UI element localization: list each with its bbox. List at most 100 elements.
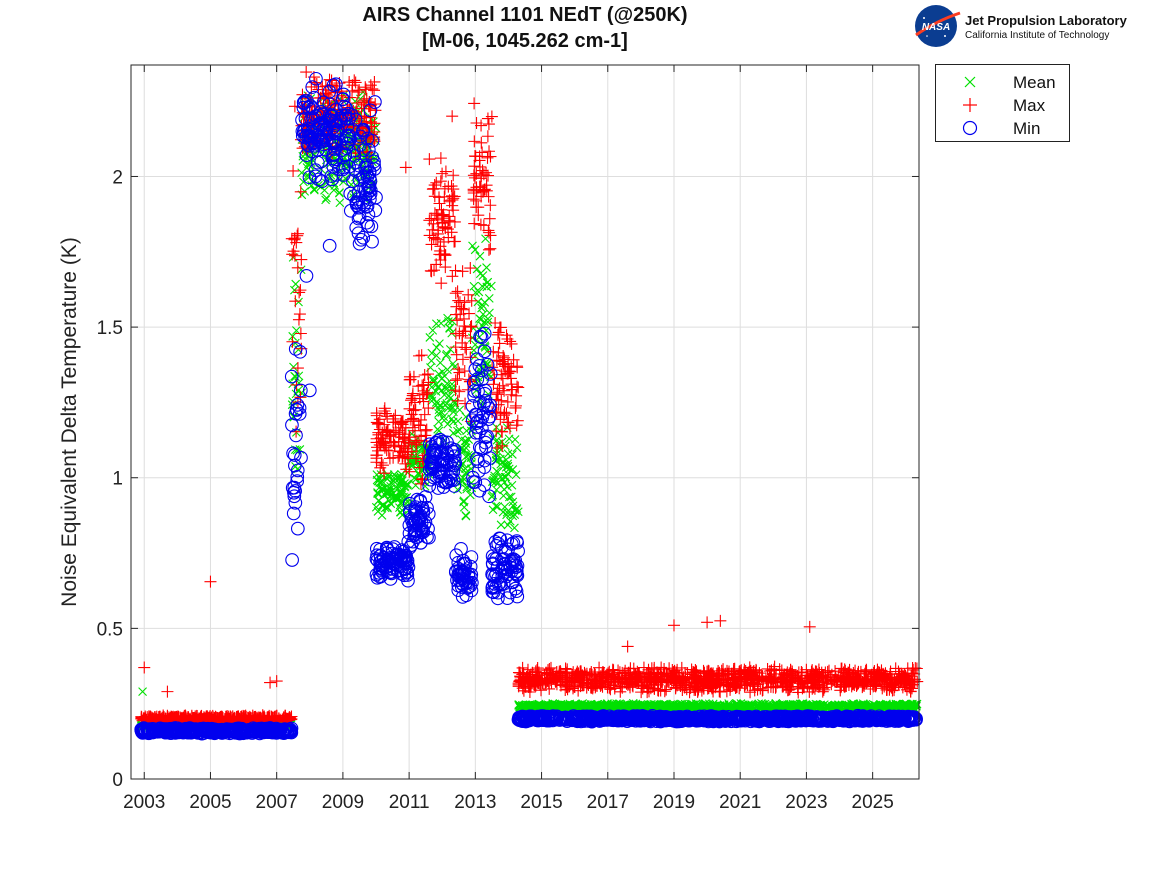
data-point [349, 76, 362, 89]
data-point [449, 264, 462, 277]
data-point [503, 449, 513, 459]
data-point [483, 145, 496, 158]
data-point [387, 416, 400, 429]
data-point [335, 198, 345, 208]
data-point [294, 284, 307, 297]
data-point [503, 422, 516, 435]
data-point [287, 164, 300, 177]
data-point [383, 485, 393, 495]
data-point [376, 478, 386, 487]
data-point [475, 136, 488, 149]
data-point [446, 270, 459, 283]
data-point [296, 265, 306, 275]
outlier-point [714, 614, 727, 627]
data-point [465, 294, 478, 307]
data-point [513, 507, 523, 517]
data-point [322, 193, 331, 203]
outlier-point [621, 640, 634, 653]
data-point [435, 277, 448, 290]
data-point [481, 130, 494, 143]
data-point [510, 435, 520, 444]
data-point [370, 407, 383, 420]
data-point [483, 226, 496, 239]
data-point [449, 362, 459, 372]
data-point [293, 308, 306, 321]
data-point [415, 349, 428, 362]
outlier-point [701, 616, 714, 629]
data-point [511, 380, 524, 393]
outlier-point [270, 675, 283, 688]
data-point [455, 405, 465, 415]
data-point [512, 381, 525, 394]
data-point [359, 81, 372, 94]
data-point [501, 416, 514, 429]
data-point [294, 371, 304, 381]
data-point [286, 248, 299, 261]
outlier-point [803, 620, 816, 633]
data-point [452, 294, 465, 307]
data-point [383, 472, 393, 482]
data-point [289, 362, 298, 372]
data-point [368, 75, 381, 88]
data-point [481, 151, 494, 164]
data-point [439, 261, 452, 274]
data-point [459, 497, 468, 507]
data-point [395, 479, 405, 488]
data-point [500, 407, 513, 420]
data-point [423, 153, 436, 166]
data-point [335, 188, 344, 197]
data-point [291, 372, 300, 382]
data-point [373, 489, 382, 498]
data-point [348, 74, 361, 87]
data-point [386, 490, 396, 500]
outlier-point [138, 661, 151, 674]
data-point [512, 443, 522, 453]
chart-data-points [134, 66, 924, 741]
data-point [297, 168, 307, 178]
data-point [372, 475, 382, 485]
data-point [386, 481, 395, 491]
data-point [478, 271, 488, 280]
data-point [353, 84, 366, 97]
data-point [294, 185, 307, 198]
data-point [425, 333, 435, 342]
data-point [386, 499, 396, 509]
data-point [432, 343, 441, 352]
data-point [456, 265, 469, 278]
data-point [453, 416, 463, 426]
data-point [435, 339, 444, 349]
data-point [509, 401, 522, 414]
data-point [482, 278, 492, 288]
data-point [504, 335, 517, 348]
data-point [403, 480, 412, 490]
data-point [484, 242, 497, 255]
data-point [399, 487, 408, 496]
data-point [447, 414, 457, 424]
data-point [461, 511, 471, 520]
data-point [451, 285, 464, 298]
data-point [483, 212, 496, 225]
data-point [434, 369, 444, 379]
data-point [376, 459, 389, 472]
data-point [462, 288, 475, 301]
data-point [496, 520, 506, 530]
data-point [435, 358, 445, 368]
data-point [484, 199, 497, 212]
data-point [377, 510, 387, 520]
data-point [482, 282, 492, 292]
outlier-point [399, 161, 412, 174]
data-point [427, 182, 440, 195]
data-point [294, 297, 303, 307]
data-point [381, 410, 394, 423]
data-point [434, 152, 447, 165]
data-point [291, 279, 301, 289]
data-point [378, 402, 391, 415]
data-point [285, 553, 299, 567]
outlier-point [446, 110, 459, 123]
outlier-point [161, 685, 174, 698]
data-point [468, 135, 481, 148]
data-point [350, 97, 360, 106]
data-point [482, 118, 495, 131]
data-point [455, 302, 468, 315]
